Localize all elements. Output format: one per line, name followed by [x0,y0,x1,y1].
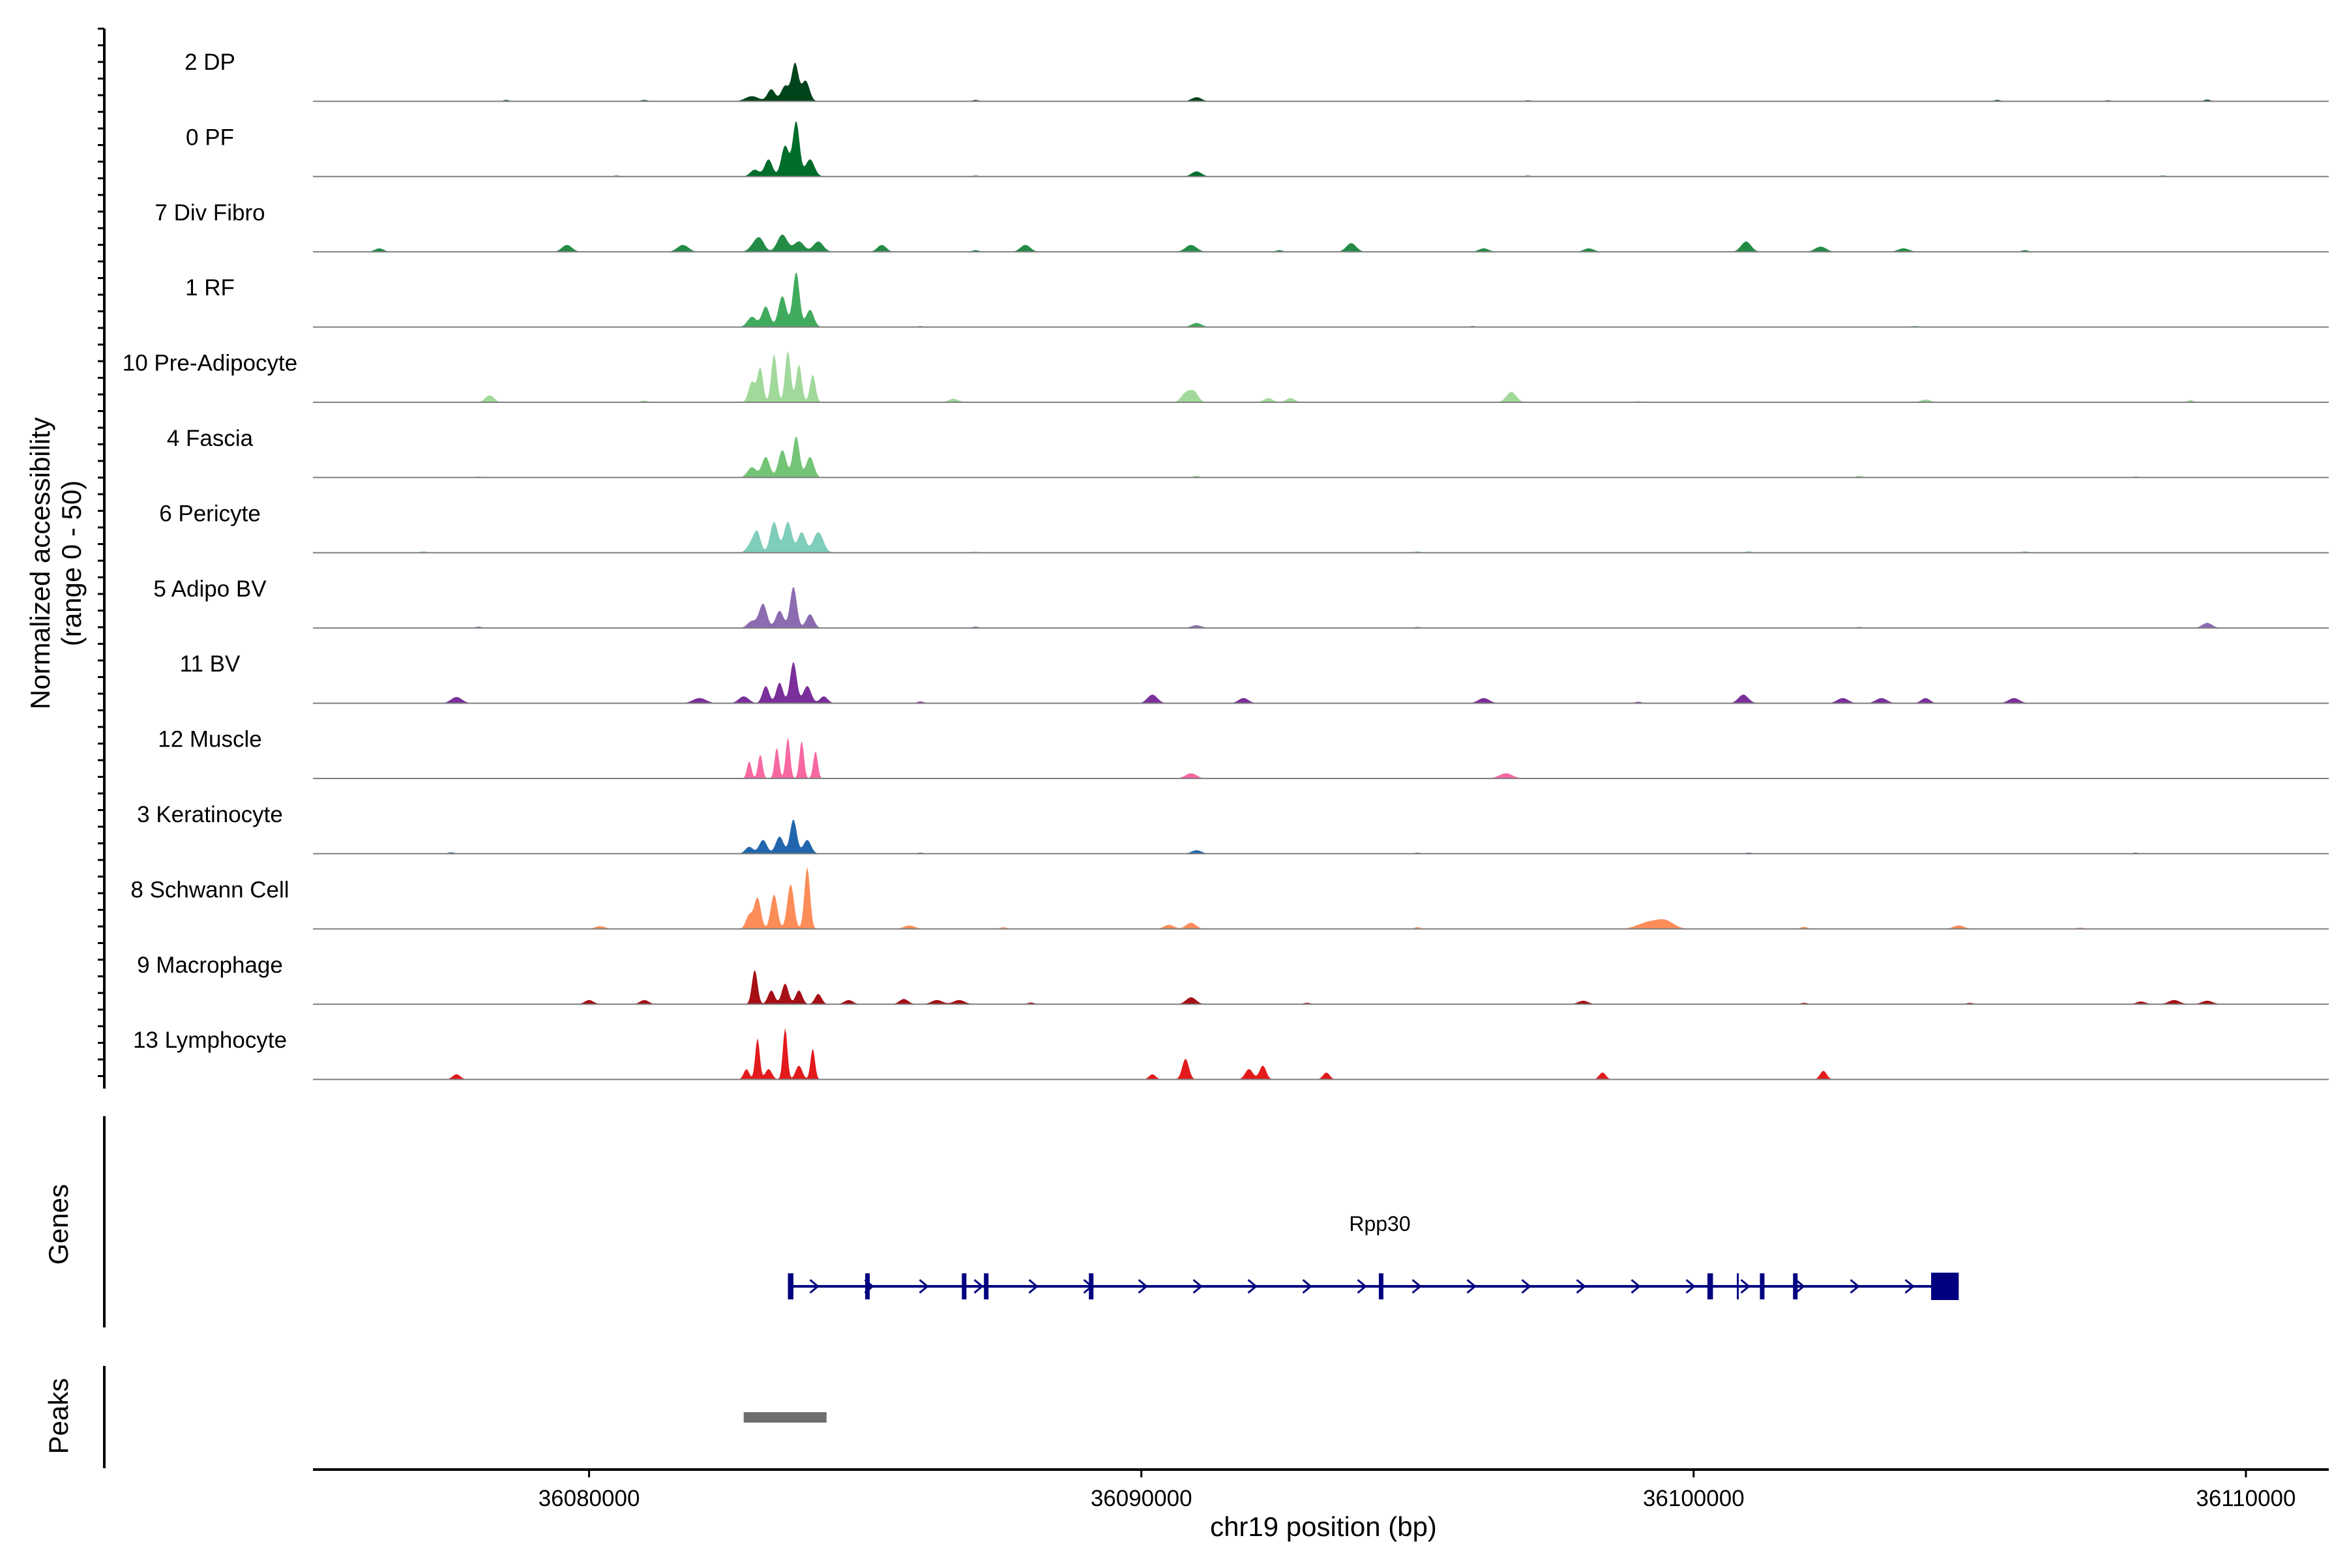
strand-arrow [1850,1279,1860,1294]
strand-arrow [1192,1279,1203,1294]
strand-arrow [1138,1279,1148,1294]
coverage-track: 0 PF [186,121,2329,177]
coverage-area [313,866,2329,929]
track-label: 0 PF [186,125,234,150]
track-label: 9 Macrophage [137,953,283,978]
track-label: 13 Lymphocyte [133,1028,287,1053]
coverage-track: 11 BV [180,651,2329,704]
strand-arrow [1302,1279,1312,1294]
track-label: 3 Keratinocyte [137,802,283,827]
x-axis-title: chr19 position (bp) [1210,1511,1437,1542]
track-label: 12 Muscle [158,727,262,752]
strand-arrow [1247,1279,1258,1294]
x-axis: 36080000 36090000 36100000 36110000 [313,1468,2329,1511]
coverage-area [313,969,2329,1005]
strand-arrow [1357,1279,1367,1294]
strand-arrow [1521,1279,1531,1294]
track-label: 1 RF [185,275,235,301]
exon [1707,1273,1713,1299]
exon [1760,1273,1765,1299]
exon [1089,1273,1094,1299]
coverage-track: 6 Pericyte [159,501,2329,554]
coverage-area [313,587,2329,629]
gene-track: Rpp30 [103,1116,1959,1327]
coverage-track: 12 Muscle [158,727,2329,779]
genes-title: Genes [43,1184,74,1265]
coverage-area [313,234,2329,252]
coverage-track: 5 Adipo BV [153,576,2329,629]
strand-arrow [1576,1279,1586,1294]
strand-arrow [1904,1279,1915,1294]
coverage-area [313,121,2329,177]
track-label: 7 Div Fibro [155,200,265,226]
peak-track [103,1366,827,1468]
strand-arrow [1740,1279,1750,1294]
y-axis-title: Normalized accessibility [25,417,55,709]
exon [788,1273,793,1299]
coverage-track: 9 Macrophage [137,953,2329,1005]
exon [1378,1273,1383,1299]
coverage-track: 7 Div Fibro [155,200,2329,253]
x-tick-label: 36080000 [539,1486,640,1511]
gene-name-label: Rpp30 [1349,1212,1410,1235]
track-label: 5 Adipo BV [153,576,267,602]
strand-arrow [809,1279,819,1294]
track-label: 2 DP [185,50,235,75]
coverage-area [313,1028,2329,1080]
track-label: 8 Schwann Cell [130,877,289,902]
coverage-area [313,62,2329,102]
peaks-title: Peaks [43,1378,74,1455]
exon [1931,1273,1959,1300]
x-tick-label: 36110000 [2196,1486,2295,1511]
peak-region [743,1412,827,1423]
exon [865,1273,870,1299]
strand-arrow [1028,1279,1039,1294]
y-axis [98,27,106,1089]
coverage-area [313,820,2329,854]
strand-arrow [1631,1279,1641,1294]
strand-arrow [1411,1279,1422,1294]
coverage-area [313,662,2329,703]
coverage-track: 10 Pre-Adipocyte [123,351,2329,403]
track-label: 6 Pericyte [159,501,261,526]
x-tick-label: 36100000 [1643,1486,1745,1511]
coverage-area [313,273,2329,327]
y-axis-subtitle: (range 0 - 50) [56,481,87,646]
strand-arrow [1466,1279,1477,1294]
strand-arrow [919,1279,929,1294]
strand-arrow [1685,1279,1696,1294]
coverage-track: 3 Keratinocyte [137,802,2329,855]
coverage-track: 13 Lymphocyte [133,1028,2329,1080]
exon [984,1273,989,1299]
strand-arrow [973,1279,984,1294]
coverage-tracks: 2 DP 0 PF 7 Div Fibro 1 RF 10 Pre-Adipocyte 4… [123,50,2329,1080]
track-label: 10 Pre-Adipocyte [123,351,297,376]
coverage-area [313,436,2329,478]
coverage-track: 2 DP [185,50,2329,102]
exon [962,1273,967,1299]
exon [1793,1273,1798,1299]
coverage-track: 8 Schwann Cell [130,866,2329,930]
coverage-track: 4 Fascia [167,426,2329,479]
track-label: 11 BV [180,651,241,677]
coverage-area [313,737,2329,778]
coverage-track: 1 RF [185,273,2329,328]
coverage-area [313,522,2329,553]
track-label: 4 Fascia [167,426,254,451]
coverage-area [313,351,2329,402]
x-tick-label: 36090000 [1091,1486,1192,1511]
strand-arrow [1795,1279,1805,1294]
